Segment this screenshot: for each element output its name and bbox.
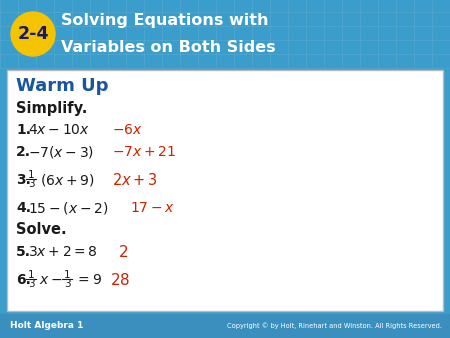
Text: 3: 3 bbox=[28, 279, 34, 289]
Text: $= 9$: $= 9$ bbox=[75, 273, 102, 287]
Text: $2x + 3$: $2x + 3$ bbox=[112, 172, 158, 188]
Text: Simplify.: Simplify. bbox=[16, 100, 87, 116]
Text: $28$: $28$ bbox=[110, 272, 130, 288]
Text: 5.: 5. bbox=[16, 245, 31, 259]
Text: 3.: 3. bbox=[16, 173, 31, 187]
Text: 3: 3 bbox=[28, 179, 34, 189]
Text: 1.: 1. bbox=[16, 123, 31, 137]
Text: $3x + 2 = 8$: $3x + 2 = 8$ bbox=[28, 245, 98, 259]
Text: 2.: 2. bbox=[16, 145, 31, 159]
Circle shape bbox=[11, 12, 55, 56]
Text: Copyright © by Holt, Rinehart and Winston. All Rights Reserved.: Copyright © by Holt, Rinehart and Winsto… bbox=[227, 323, 442, 329]
Text: $2$: $2$ bbox=[118, 244, 128, 260]
Text: Holt Algebra 1: Holt Algebra 1 bbox=[10, 321, 83, 331]
Text: $-7(x - 3)$: $-7(x - 3)$ bbox=[28, 144, 94, 160]
Text: 1: 1 bbox=[28, 170, 34, 180]
Text: $4x - 10x$: $4x - 10x$ bbox=[28, 123, 90, 137]
Text: 3: 3 bbox=[64, 279, 70, 289]
Text: $-7x + 21$: $-7x + 21$ bbox=[112, 145, 176, 159]
Text: 1: 1 bbox=[28, 270, 34, 280]
Text: Variables on Both Sides: Variables on Both Sides bbox=[61, 40, 275, 54]
Text: $x -$: $x -$ bbox=[39, 273, 63, 287]
Text: $15 - (x - 2)$: $15 - (x - 2)$ bbox=[28, 200, 108, 216]
Text: $17 - x$: $17 - x$ bbox=[130, 201, 175, 215]
Bar bbox=[0, 314, 450, 338]
Text: 4.: 4. bbox=[16, 201, 31, 215]
Text: $-6x$: $-6x$ bbox=[112, 123, 143, 137]
Text: 6.: 6. bbox=[16, 273, 31, 287]
Bar bbox=[0, 0, 450, 68]
Text: 1: 1 bbox=[64, 270, 70, 280]
Text: 2-4: 2-4 bbox=[17, 25, 49, 43]
Text: $(6x+9)$: $(6x+9)$ bbox=[40, 172, 94, 188]
Text: Solving Equations with: Solving Equations with bbox=[61, 13, 269, 27]
FancyBboxPatch shape bbox=[7, 70, 443, 311]
Text: Solve.: Solve. bbox=[16, 222, 67, 238]
Text: Warm Up: Warm Up bbox=[16, 77, 108, 95]
